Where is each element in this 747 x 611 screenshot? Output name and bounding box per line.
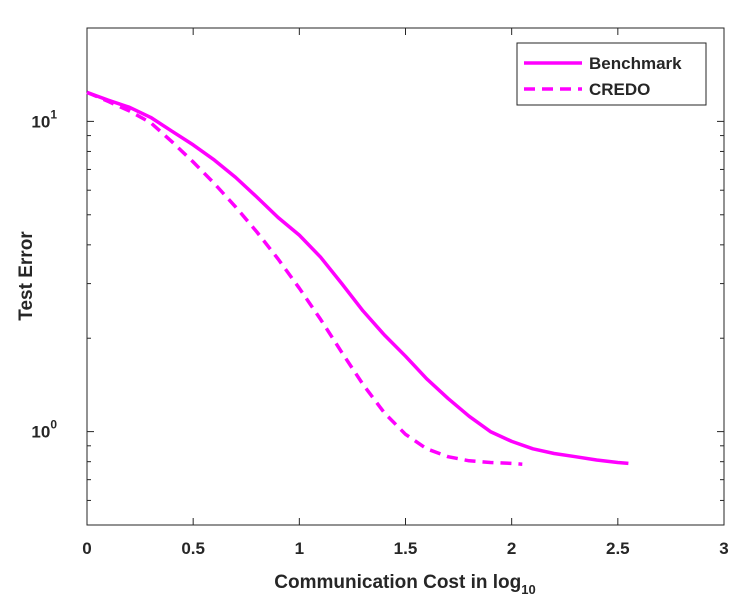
series-layer (86, 90, 629, 466)
plot-area (86, 27, 725, 526)
x-tick-label: 2.5 (606, 539, 630, 558)
y-axis-label: Test Error (16, 231, 37, 321)
legend-label-credo: CREDO (589, 80, 650, 99)
x-tick-label: 0.5 (181, 539, 205, 558)
x-axis-label: Communication Cost in log10 (274, 572, 535, 597)
x-tick-label: 2 (507, 539, 516, 558)
legend: Benchmark CREDO (516, 42, 707, 106)
x-tick-label: 0 (82, 539, 91, 558)
series-line-credo (86, 90, 523, 466)
x-tick-label: 1.5 (394, 539, 418, 558)
series-line-benchmark (86, 90, 629, 466)
legend-label-benchmark: Benchmark (589, 54, 682, 73)
x-tick-label: 3 (719, 539, 728, 558)
legend-box (516, 42, 707, 106)
x-tick-label: 1 (295, 539, 304, 558)
